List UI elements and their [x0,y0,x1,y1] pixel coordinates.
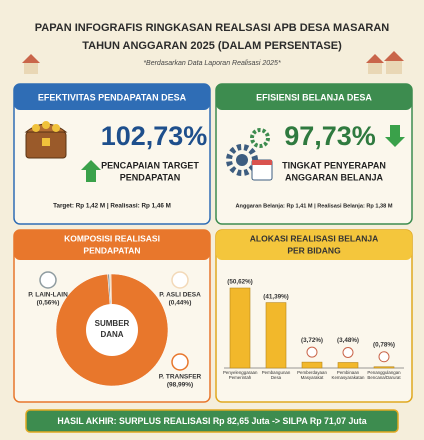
footer-text: HASIL AKHIR: SURPLUS REALISASI Rp 82,65 … [57,416,366,426]
arrow-down [385,125,405,147]
bar-value: (3,72%) [301,337,323,344]
bar-icon [378,351,390,363]
bar-icon [306,346,318,358]
bar-value: (0,78%) [373,341,395,348]
card-header [14,84,210,110]
slice-label: P. ASLI DESA [159,292,201,299]
slice-icon [171,271,189,289]
bar-value: (3,48%) [337,337,359,344]
bar-category: Pemberdayaan Masyarakat [297,370,327,380]
bar-category: Penyelenggaraan Pemerintah [223,370,258,380]
center-label: SUMBER [95,319,130,328]
bar [337,362,359,369]
title-line: TAHUN ANGGARAN 2025 (DALAM PERSENTASE) [82,40,342,52]
gear-icon [226,128,273,181]
houses [22,51,404,74]
card-title: PENDAPATAN [83,245,140,255]
slice-label: P. LAIN-LAIN [28,292,68,299]
caption: PENDAPATAN [120,172,181,182]
card-header [216,230,412,260]
bar-value: (50,62%) [227,279,253,286]
detail: Anggaran Belanja: Rp 1,41 M | Realisasi … [236,203,393,209]
card-header [216,84,412,110]
slice-label: P. TRANSFER [159,374,202,381]
subtitle: *Berdasarkan Data Laporan Realisasi 2025… [143,60,281,67]
card-header [14,230,210,260]
bar-icon [342,347,354,359]
slice-icon [171,353,189,371]
arrow-up [81,160,101,182]
big-value: 102,73% [101,121,208,151]
bar [301,361,323,369]
big-value: 97,73% [284,121,376,151]
card-title: PER BIDANG [287,245,341,255]
bar [229,287,251,369]
card-title: EFEKTIVITAS PENDAPATAN DESA [38,92,187,102]
card-title: EFISIENSI BELANJA DESA [256,92,372,102]
footer-banner [25,409,399,433]
caption: PENCAPAIAN TARGET [101,160,199,170]
donut-hole [86,304,138,356]
slice-value: (98,99%) [167,382,193,389]
card-title: KOMPOSISI REALISASI [64,233,160,243]
caption: TINGKAT PENYERAPAN [282,160,386,170]
slice-value: (0,44%) [169,300,192,307]
bar [373,366,395,369]
card-title: ALOKASI REALISASI BELANJA [250,233,378,243]
bar-category: Pembinaan Kemasyarakatan [331,370,365,380]
bar-category: Penanggulangan Bencana/Darurat [367,370,401,380]
detail: Target: Rp 1,42 M | Realisasi: Rp 1,46 M [53,203,171,210]
center-label: DANA [100,330,123,339]
slice-value: (0,56%) [37,300,60,307]
bars [229,287,395,369]
bar-value: (41,39%) [263,293,289,300]
title-line: PAPAN INFOGRAFIS RINGKASAN REALSASI APB … [35,22,390,34]
caption: ANGGARAN BELANJA [285,172,384,182]
bar-category: Pembangunan Desa [261,370,291,380]
slice-icon [39,271,57,289]
chest-icon [24,121,68,159]
bar [265,302,287,369]
